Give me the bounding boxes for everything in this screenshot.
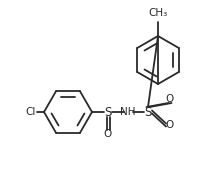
Text: O: O [166,94,174,104]
Text: S: S [104,105,112,118]
Text: O: O [166,120,174,130]
Text: Cl: Cl [25,107,35,117]
Text: S: S [144,105,152,118]
Text: NH: NH [120,107,136,117]
Text: O: O [104,129,112,139]
Text: CH₃: CH₃ [148,8,168,18]
